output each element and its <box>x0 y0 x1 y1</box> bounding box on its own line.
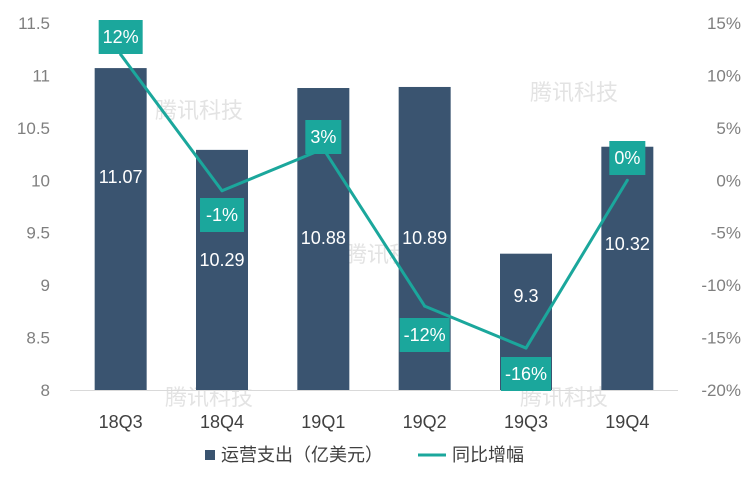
bar-value-label: 10.29 <box>199 250 244 270</box>
right-tick-label: 0% <box>716 171 741 190</box>
legend-bar-label: 运营支出（亿美元） <box>221 445 383 466</box>
right-axis: -20% -15% -10% -5% 0% 5% 10% 15% <box>701 14 741 400</box>
right-tick-label: 5% <box>716 119 741 138</box>
x-tick-label: 18Q4 <box>200 412 244 432</box>
x-tick-label: 19Q4 <box>605 412 649 432</box>
bar-19Q4 <box>601 146 654 390</box>
right-tick-label: 10% <box>707 66 741 85</box>
line-value-label: -16% <box>505 364 547 384</box>
left-axis: 8 8.5 9 9.5 10 10.5 11 11.5 <box>17 14 50 400</box>
left-tick-label: 8.5 <box>26 329 50 348</box>
line-label-box <box>98 20 143 54</box>
left-tick-label: 11 <box>32 66 50 85</box>
left-tick-label: 11.5 <box>18 14 50 33</box>
legend-bar-swatch <box>205 450 215 460</box>
line-label-box <box>399 318 450 352</box>
left-tick-label: 10 <box>31 171 50 190</box>
line-value-label: -1% <box>206 205 238 225</box>
x-tick-label: 19Q3 <box>504 412 548 432</box>
line-value-label: 0% <box>614 148 640 168</box>
line-point <box>423 304 427 308</box>
left-tick-label: 8 <box>41 381 50 400</box>
line-series: 12% -1% 3% -12% -16% 0% <box>98 20 646 391</box>
right-tick-label: -5% <box>711 224 741 243</box>
legend-line-label: 同比增幅 <box>452 445 524 466</box>
line-label-box <box>501 357 551 391</box>
x-tick-label: 19Q1 <box>301 412 345 432</box>
legend: 运营支出（亿美元） 同比增幅 <box>205 445 524 466</box>
x-axis: 18Q3 18Q4 19Q1 19Q2 19Q3 19Q4 <box>99 412 650 432</box>
line-value-label: 3% <box>310 127 336 147</box>
left-tick-label: 10.5 <box>17 119 50 138</box>
line-label-box <box>200 198 244 232</box>
x-tick-label: 18Q3 <box>99 412 143 432</box>
bar-value-label: 10.88 <box>301 228 346 248</box>
line-value-label: -12% <box>404 325 446 345</box>
right-tick-label: 15% <box>707 14 741 33</box>
right-tick-label: -20% <box>701 381 741 400</box>
line-label-box <box>609 141 646 175</box>
line-point <box>625 178 629 182</box>
line-label-box <box>305 120 342 154</box>
growth-line <box>119 53 629 350</box>
x-tick-label: 19Q2 <box>403 412 447 432</box>
right-tick-label: -10% <box>701 276 741 295</box>
bar-value-label: 9.3 <box>513 286 538 306</box>
right-tick-label: -15% <box>701 329 741 348</box>
watermark-3: 腾讯科技 <box>530 81 618 106</box>
line-point <box>220 189 224 193</box>
bar-value-label: 10.32 <box>605 234 650 254</box>
left-tick-label: 9 <box>41 276 50 295</box>
line-value-label: 12% <box>103 27 139 47</box>
bar-18Q3 <box>94 68 147 391</box>
line-point <box>524 346 528 350</box>
bar-value-label: 10.89 <box>402 228 447 248</box>
bar-value-label: 11.07 <box>99 167 143 187</box>
left-tick-label: 9.5 <box>26 224 50 243</box>
